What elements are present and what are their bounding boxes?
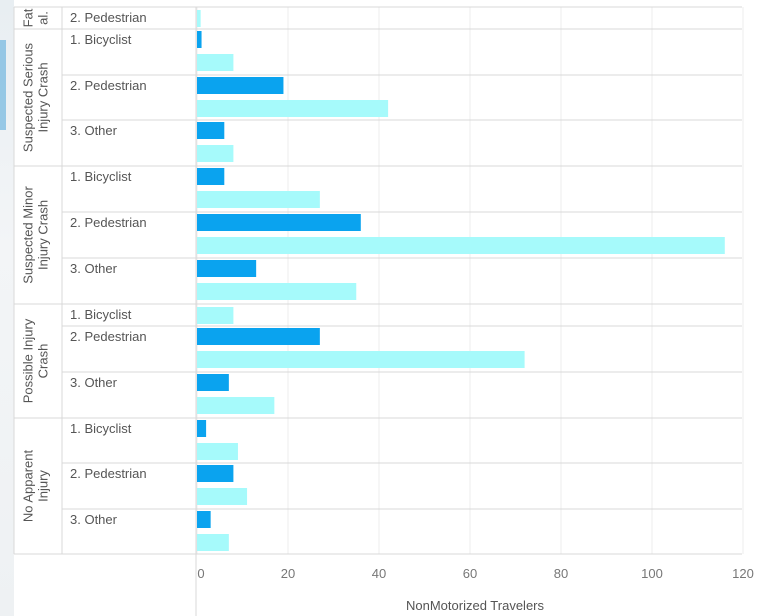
group-label: Fatal.: [21, 8, 51, 27]
row-labels: 2. Pedestrian 1. Bicyclist 2. Pedestrian 3.…: [70, 10, 147, 527]
group-label: Suspected SeriousInjury Crash: [21, 42, 51, 152]
bar-light: [197, 488, 248, 505]
x-tick-label: 60: [463, 566, 477, 581]
x-tick-label: 0: [197, 566, 204, 581]
group-labels: Fatal. Suspected SeriousInjury Crash Suspe…: [21, 8, 51, 522]
bar-light: [197, 54, 234, 71]
grid-lines: [195, 7, 744, 616]
x-tick-label: 80: [554, 566, 568, 581]
bar-dark: [197, 328, 320, 345]
bar-dark: [197, 77, 284, 94]
row-label: 3. Other: [70, 512, 118, 527]
bar-dark: [197, 374, 229, 391]
bar-light: [197, 145, 234, 162]
row-label: 1. Bicyclist: [70, 169, 132, 184]
group-label: Possible InjuryCrash: [21, 318, 51, 403]
bar-light: [197, 351, 525, 368]
row-label: 2. Pedestrian: [70, 466, 147, 481]
row-label: 3. Other: [70, 123, 118, 138]
row-separators: [13, 6, 742, 555]
bar-dark: [197, 465, 234, 482]
group-label: No ApparentInjury: [21, 449, 51, 522]
bar-light: [197, 100, 389, 117]
row-label: 1. Bicyclist: [70, 32, 132, 47]
row-label: 2. Pedestrian: [70, 10, 147, 25]
row-label: 2. Pedestrian: [70, 329, 147, 344]
row-label: 2. Pedestrian: [70, 215, 147, 230]
bar-dark: [197, 31, 202, 48]
bar-light: [197, 307, 234, 324]
bar-dark: [197, 122, 225, 139]
row-label: 3. Other: [70, 375, 118, 390]
bar-dark: [197, 260, 257, 277]
x-axis-ticks: 0 20 40 60 80 100 120: [197, 566, 753, 581]
bar-light: [197, 443, 238, 460]
left-panel-accent: [0, 40, 6, 130]
bar-light: [197, 191, 320, 208]
x-axis-title: NonMotorized Travelers: [406, 598, 544, 613]
left-panel-edge: [0, 0, 14, 616]
bars: [197, 10, 725, 551]
bar-light: [197, 534, 229, 551]
row-label: 3. Other: [70, 261, 118, 276]
x-tick-label: 20: [281, 566, 295, 581]
row-label: 1. Bicyclist: [70, 421, 132, 436]
row-label: 1. Bicyclist: [70, 307, 132, 322]
bar-dark: [197, 511, 211, 528]
bar-dark: [197, 420, 207, 437]
bar-light: [197, 237, 725, 254]
x-tick-label: 120: [732, 566, 754, 581]
bar-light: [197, 397, 275, 414]
bar-dark: [197, 168, 225, 185]
x-tick-label: 100: [641, 566, 663, 581]
row-label: 2. Pedestrian: [70, 78, 147, 93]
x-tick-label: 40: [372, 566, 386, 581]
group-label: Suspected MinorInjury Crash: [21, 186, 51, 284]
bar-light: [197, 10, 201, 27]
bar-dark: [197, 214, 361, 231]
bar-light: [197, 283, 357, 300]
